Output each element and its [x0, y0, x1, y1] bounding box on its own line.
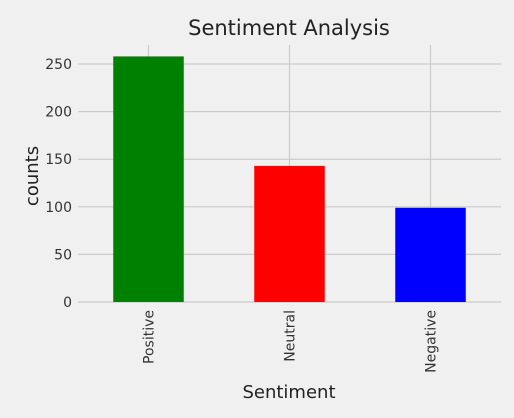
bar-positive: [113, 56, 184, 302]
y-axis-ticks: 0 50 100 150 200 250: [45, 57, 72, 311]
y-tick-label: 0: [63, 295, 72, 311]
y-tick-label: 150: [45, 152, 72, 168]
y-tick-label: 50: [54, 247, 72, 263]
x-tick-label: Negative: [424, 310, 440, 373]
y-tick-label: 200: [45, 105, 72, 121]
y-tick-label: 250: [45, 57, 72, 73]
x-tick-label: Positive: [142, 310, 158, 364]
y-tick-label: 100: [45, 200, 72, 216]
bar-negative: [395, 207, 466, 302]
chart-title: Sentiment Analysis: [188, 16, 390, 40]
y-axis-title: counts: [22, 146, 43, 206]
x-axis-title: Sentiment: [242, 382, 335, 403]
x-axis-ticks: Positive Neutral Negative: [142, 310, 440, 373]
bars: [113, 56, 466, 302]
bar-neutral: [254, 165, 325, 302]
x-tick-label: Neutral: [283, 310, 299, 362]
